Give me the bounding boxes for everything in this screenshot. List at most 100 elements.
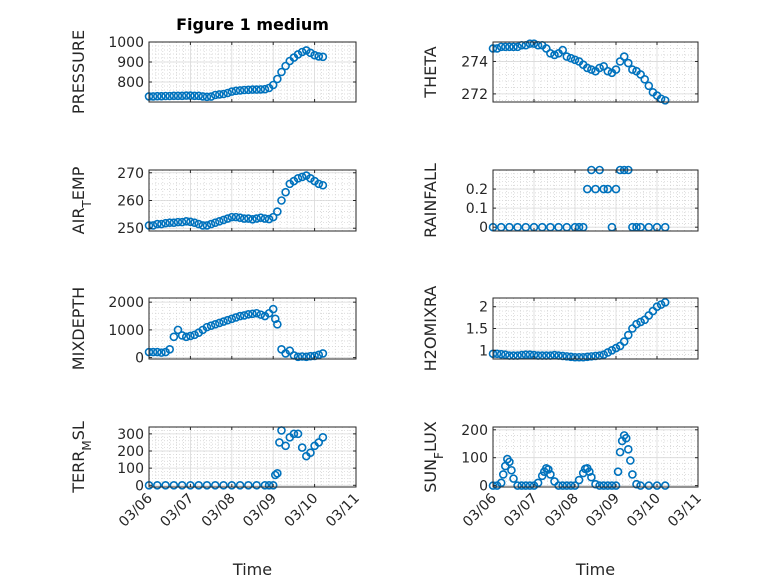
axes-box-4 — [492, 169, 699, 232]
data-point — [235, 311, 245, 321]
data-point — [223, 214, 232, 223]
data-point — [190, 218, 199, 227]
data-point — [198, 221, 208, 230]
data-point — [186, 217, 195, 227]
y-tick-label: 0 — [135, 351, 144, 367]
data-point — [582, 352, 592, 362]
data-point — [599, 184, 609, 194]
data-point — [186, 480, 195, 490]
data-point — [210, 320, 220, 329]
data-point — [248, 215, 257, 224]
data-point — [599, 481, 609, 490]
data-point — [509, 42, 518, 52]
ylabel-7: TERRMSL — [69, 421, 94, 494]
data-point — [599, 350, 609, 359]
y-tick-label: 2000 — [108, 295, 144, 311]
data-point — [558, 481, 568, 490]
data-point — [496, 349, 506, 359]
data-point — [628, 470, 637, 479]
data-point — [244, 85, 253, 95]
data-point — [302, 352, 311, 362]
data-point — [314, 52, 324, 61]
y-tick-label: 0 — [479, 479, 488, 495]
x-tick-label: 03/08 — [199, 491, 239, 531]
data-point — [252, 480, 261, 490]
data-point — [264, 480, 274, 490]
subplot-1: 800 900 1000 PRESSURE Figure 1 medium — [69, 15, 357, 114]
data-point — [660, 298, 670, 307]
data-point — [219, 89, 228, 99]
x-tick-label: 03/09 — [583, 491, 623, 531]
data-point — [281, 441, 290, 451]
data-point — [281, 187, 290, 197]
data-point — [318, 432, 328, 442]
data-point — [644, 481, 654, 490]
data-point — [318, 52, 328, 62]
data-point — [202, 221, 212, 230]
y-tick-label: 2 — [479, 300, 488, 316]
data-point — [264, 214, 274, 224]
data-point — [239, 85, 249, 95]
y-tick-label: 300 — [117, 427, 144, 443]
subplot-2: 272 274 THETA — [421, 39, 699, 105]
data-point — [186, 331, 195, 341]
data-point — [157, 219, 166, 229]
data-point — [632, 319, 641, 329]
data-point — [550, 50, 559, 60]
data-point — [591, 479, 600, 489]
data-point — [231, 212, 241, 222]
data-point — [260, 214, 270, 223]
data-point — [256, 213, 266, 222]
data-point — [252, 214, 261, 223]
data-point — [613, 467, 623, 476]
data-point — [587, 65, 596, 74]
data-point — [623, 330, 633, 340]
data-point — [587, 352, 596, 361]
y-tick-label: 0.1 — [466, 201, 488, 217]
data-point — [626, 456, 635, 465]
data-point — [496, 42, 506, 52]
x-tick-label: 03/08 — [542, 491, 582, 531]
data-point — [219, 480, 228, 490]
data-point — [148, 347, 158, 357]
data-point — [235, 480, 245, 490]
data-point — [513, 481, 522, 490]
y-tick-label: 200 — [461, 423, 488, 439]
data-point — [165, 91, 174, 101]
data-point — [306, 351, 315, 361]
y-tick-label: 1.5 — [466, 322, 488, 338]
data-point — [562, 352, 572, 361]
data-point — [206, 92, 216, 101]
data-point — [202, 92, 212, 102]
ylabel-4: RAINFALL — [421, 163, 440, 238]
data-point — [235, 213, 245, 222]
y-tick-label: 260 — [117, 194, 144, 210]
data-point — [270, 470, 280, 480]
data-point — [157, 91, 166, 101]
data-point — [544, 465, 553, 474]
data-point — [603, 481, 613, 490]
data-point — [152, 91, 162, 101]
data-point — [660, 96, 670, 105]
data-point — [177, 331, 187, 340]
figure-title: Figure 1 medium — [176, 15, 329, 34]
data-point — [566, 481, 576, 490]
x-tick-label: 03/07 — [501, 491, 541, 531]
x-tick-label: 03/10 — [624, 491, 664, 531]
data-point — [558, 45, 568, 55]
data-point — [202, 322, 212, 332]
data-point — [529, 39, 539, 48]
y-tick-label: 0.2 — [466, 182, 488, 198]
x-tick-label: 03/06 — [116, 490, 156, 530]
data-point — [318, 180, 328, 190]
data-point — [632, 479, 641, 489]
data-point — [231, 313, 241, 322]
y-tick-label: 800 — [117, 75, 144, 91]
subplot-6: 1 1.5 2 H2OMIXRA — [421, 286, 699, 371]
data-point — [619, 337, 629, 346]
data-point — [652, 302, 662, 312]
data-point — [190, 330, 199, 340]
data-point — [314, 350, 324, 360]
data-point — [574, 352, 584, 362]
data-point — [297, 443, 307, 452]
